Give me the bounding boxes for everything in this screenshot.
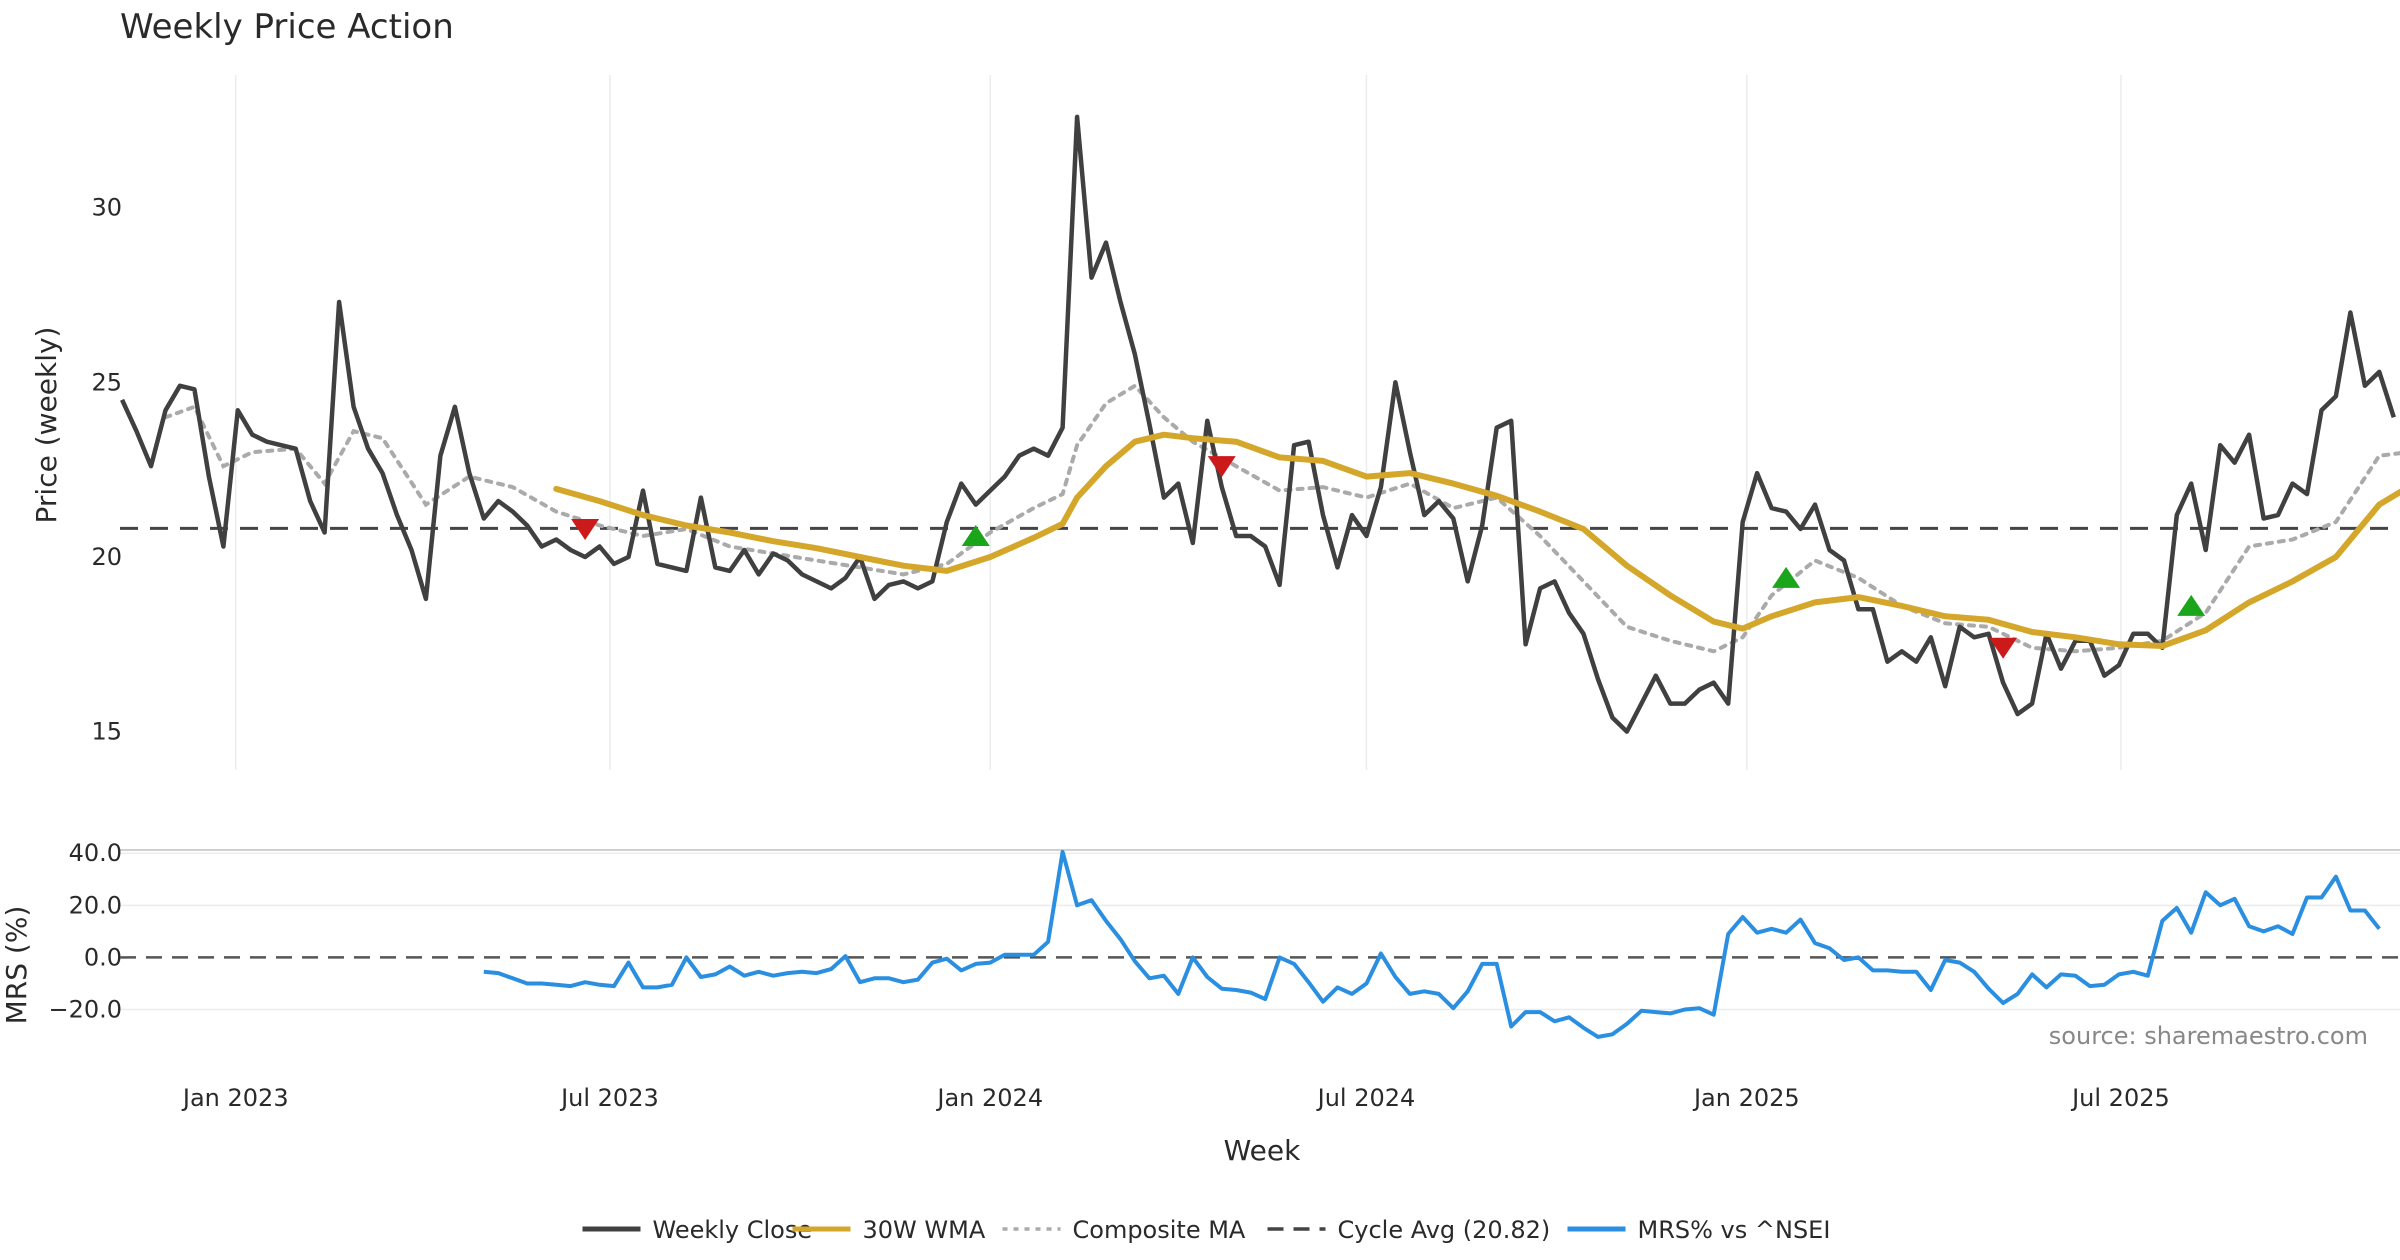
buy-marker [961, 525, 990, 547]
price-y-tick-label: 25 [91, 368, 122, 396]
mrs-y-tick-label: −20.0 [48, 996, 122, 1024]
x-tick-label: Jan 2024 [935, 1084, 1043, 1112]
price-y-tick-label: 15 [91, 718, 122, 746]
mrs-y-tick-label: 0.0 [84, 943, 122, 971]
mrs-y-tick-label: 40.0 [69, 839, 122, 867]
chart-title: Weekly Price Action [120, 7, 454, 47]
sell-marker [571, 519, 600, 541]
source-note: source: sharemaestro.com [2049, 1022, 2368, 1050]
mrs-y-tick-label: 20.0 [69, 891, 122, 919]
legend-label: 30W WMA [863, 1216, 986, 1244]
mrs-panel: 40.0 20.0 0.0 −20.0 [48, 839, 2400, 1039]
weekly-close-line [120, 114, 2396, 734]
sell-marker [1989, 637, 2018, 659]
legend-label: Composite MA [1073, 1216, 1246, 1244]
legend-label: Cycle Avg (20.82) [1338, 1216, 1551, 1244]
x-axis: Jan 2023 Jul 2023 Jan 2024 Jul 2024 Jan 2025… [181, 1084, 2170, 1112]
wma-30w-line [553, 431, 2400, 649]
x-tick-label: Jan 2025 [1692, 1084, 1800, 1112]
x-axis-label: Week [1224, 1134, 1301, 1167]
price-panel: 15 20 25 30 [91, 75, 2400, 770]
x-tick-label: Jul 2024 [1316, 1084, 1416, 1112]
buy-marker [2177, 594, 2206, 616]
mrs-line [483, 849, 2381, 1039]
price-y-tick-label: 30 [91, 194, 122, 222]
legend-label: MRS% vs ^NSEI [1638, 1216, 1831, 1244]
mrs-axis-label: MRS (%) [0, 906, 33, 1025]
legend: Weekly Close 30W WMA Composite MA Cycle Avg… [582, 1216, 1831, 1244]
composite-ma-line [163, 383, 2400, 654]
x-tick-label: Jul 2025 [2070, 1084, 2170, 1112]
price-y-tick-label: 20 [91, 543, 122, 571]
sell-marker [1207, 456, 1236, 478]
price-axis-label: Price (weekly) [30, 327, 63, 524]
legend-label: Weekly Close [653, 1216, 813, 1244]
x-tick-label: Jul 2023 [559, 1084, 659, 1112]
x-tick-label: Jan 2023 [181, 1084, 289, 1112]
buy-marker [1772, 566, 1801, 588]
